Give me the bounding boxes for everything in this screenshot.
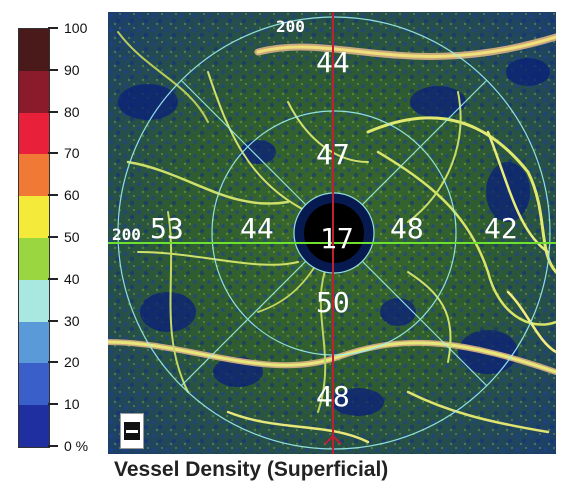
sector-inner-top: 47 bbox=[316, 138, 350, 171]
scale-label-left: 200 bbox=[112, 225, 141, 244]
sector-inner-right: 48 bbox=[390, 212, 424, 245]
color-scale-band bbox=[19, 321, 49, 364]
vessel-density-map: 200 200 44 47 53 44 17 48 42 50 48 bbox=[108, 12, 556, 454]
sector-outer-bottom: 48 bbox=[316, 380, 350, 413]
color-scale-tick bbox=[48, 277, 58, 280]
map-svg: 200 200 44 47 53 44 17 48 42 50 48 bbox=[108, 12, 556, 454]
color-scale-band bbox=[19, 196, 49, 238]
figure-caption: Vessel Density (Superficial) bbox=[114, 458, 389, 481]
color-scale-band bbox=[19, 112, 49, 155]
sector-inner-bottom: 50 bbox=[316, 286, 350, 319]
color-scale-tick bbox=[48, 319, 58, 322]
sector-inner-left: 44 bbox=[240, 212, 274, 245]
color-scale-band bbox=[19, 279, 49, 322]
color-scale-band bbox=[19, 363, 49, 406]
color-scale-tick bbox=[48, 236, 58, 238]
scale-label-top: 200 bbox=[276, 17, 305, 36]
sector-center: 17 bbox=[320, 222, 354, 255]
color-scale-tick bbox=[48, 68, 58, 71]
color-scale-tick-label: 90 bbox=[64, 61, 80, 78]
color-scale-tick-label: 40 bbox=[64, 270, 80, 287]
color-scale-band bbox=[19, 154, 49, 197]
color-scale-tick-label: 30 bbox=[64, 312, 80, 329]
color-scale-tick-label: 80 bbox=[64, 103, 80, 120]
color-scale-tick-label: 20 bbox=[64, 354, 80, 371]
color-scale-bar bbox=[18, 28, 50, 448]
color-scale-tick bbox=[48, 403, 58, 406]
color-scale-tick bbox=[48, 361, 58, 364]
sector-outer-right: 42 bbox=[484, 212, 518, 245]
color-scale-band bbox=[19, 70, 49, 113]
color-scale-tick bbox=[48, 27, 58, 29]
color-scale-tick-label: 50 bbox=[64, 229, 80, 245]
color-scale-tick bbox=[48, 152, 58, 155]
color-scale-tick-label: 70 bbox=[64, 145, 80, 162]
color-scale-band bbox=[19, 29, 49, 71]
color-scale-band bbox=[19, 405, 49, 447]
badge-bar bbox=[126, 430, 138, 433]
color-scale-tick bbox=[48, 194, 58, 197]
color-scale-tick-label: 10 bbox=[64, 396, 80, 413]
sector-outer-left: 53 bbox=[150, 212, 184, 245]
color-scale-tick-label: 0 % bbox=[64, 438, 89, 454]
color-scale-tick-label: 100 bbox=[64, 20, 88, 36]
scan-arrow bbox=[324, 434, 342, 445]
color-scale-band bbox=[19, 238, 49, 280]
sector-outer-top: 44 bbox=[316, 46, 350, 79]
signal-strength-badge bbox=[120, 413, 144, 449]
vessels bbox=[108, 31, 556, 444]
color-scale-tick bbox=[48, 445, 58, 447]
color-scale-tick bbox=[48, 110, 58, 113]
color-scale-tick-label: 60 bbox=[64, 187, 80, 204]
